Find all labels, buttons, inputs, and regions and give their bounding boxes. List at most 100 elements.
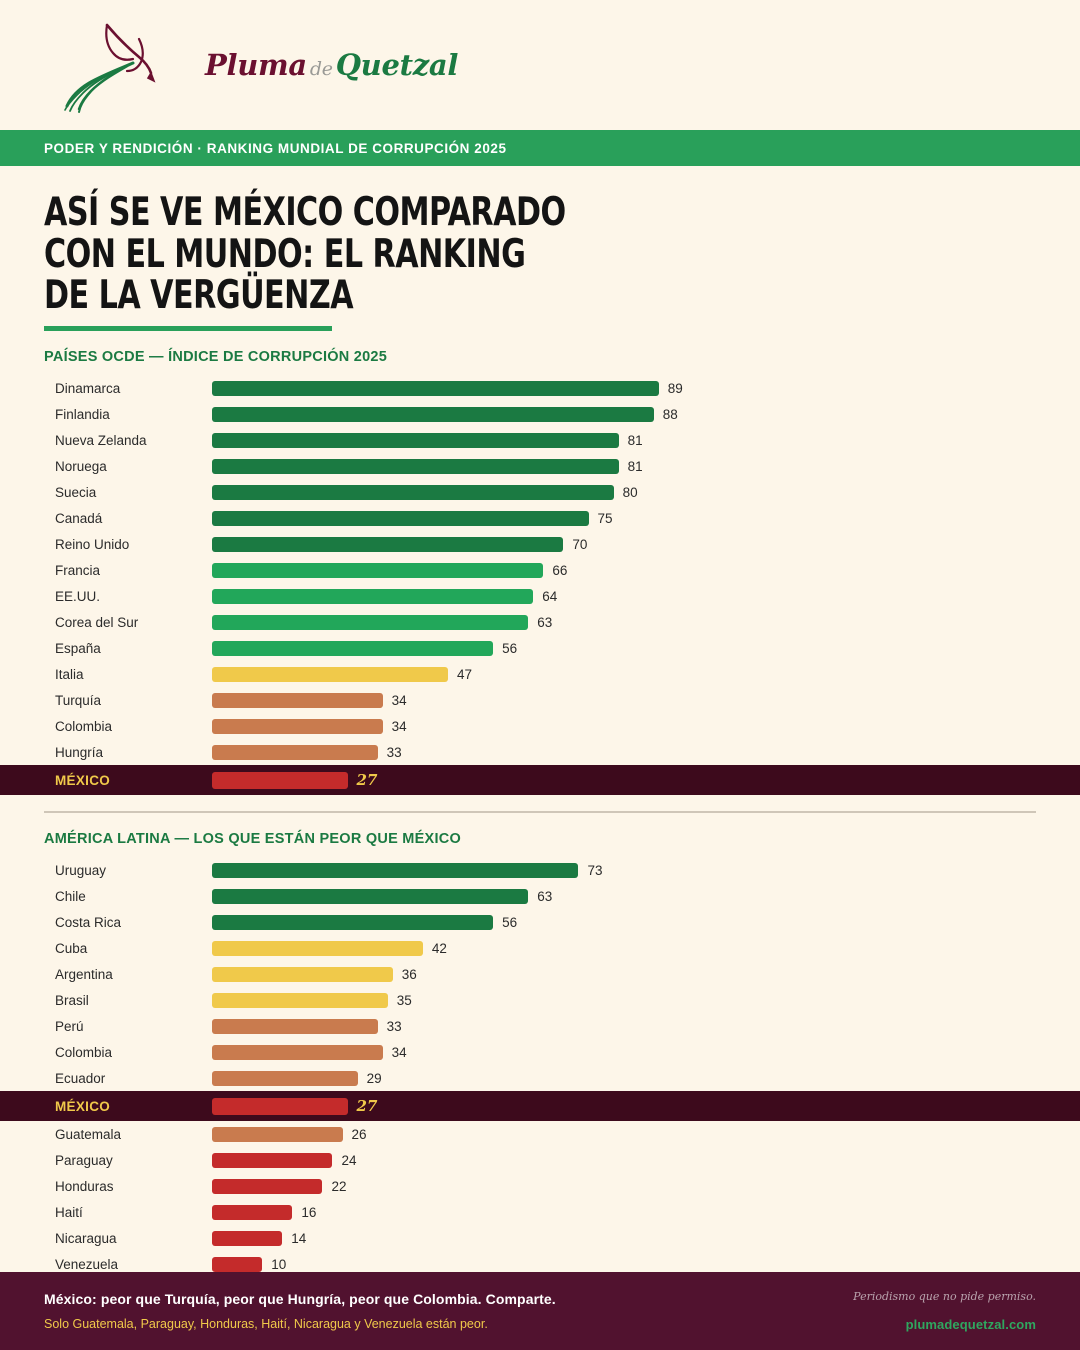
table-row: Venezuela 10: [44, 1251, 1036, 1277]
row-bar: [212, 1204, 293, 1220]
footer: México: peor que Turquía, peor que Hungr…: [0, 1272, 1080, 1350]
row-bar: [212, 1178, 323, 1194]
row-country-label: Hungría: [55, 744, 104, 760]
row-value-label: 63: [537, 614, 553, 630]
row-bar-track: 70: [212, 531, 1036, 557]
kicker-text: PODER Y RENDICIÓN · RANKING MUNDIAL DE C…: [44, 140, 507, 156]
row-bar-track: 22: [212, 1173, 1036, 1199]
row-country-label: Chile: [55, 888, 86, 904]
row-country-label: Colombia: [55, 1044, 113, 1060]
row-bar-track: 33: [212, 739, 1036, 765]
row-bar-track: 81: [212, 427, 1036, 453]
row-country-label: Paraguay: [55, 1152, 113, 1168]
row-value-label: 47: [456, 666, 472, 682]
row-value-label: 81: [627, 458, 643, 474]
row-value-label: 89: [667, 380, 683, 396]
row-bar-track: 27: [212, 767, 1036, 793]
row-bar: [212, 692, 383, 708]
row-bar: [212, 458, 619, 474]
row-bar-track: 88: [212, 401, 1036, 427]
table-row-highlighted: MÉXICO 27: [0, 1091, 1080, 1122]
masthead: Pluma de Quetzal: [0, 0, 1080, 130]
quetzal-feather-quill-icon: [64, 23, 156, 113]
row-country-label: Finlandia: [55, 406, 110, 422]
footer-headline: México: peor que Turquía, peor que Hungr…: [44, 1291, 556, 1307]
row-bar-track: 36: [212, 961, 1036, 987]
row-bar: [212, 666, 448, 682]
kicker-bar: PODER Y RENDICIÓN · RANKING MUNDIAL DE C…: [0, 130, 1080, 166]
table-row: Paraguay 24: [44, 1147, 1036, 1173]
table-row: Chile 63: [44, 883, 1036, 909]
table-row: Nicaragua 14: [44, 1225, 1036, 1251]
row-bar-track: 89: [212, 375, 1036, 401]
row-value-label: 34: [391, 1044, 407, 1060]
row-country-label: Italia: [55, 666, 84, 682]
table-row: Colombia 34: [44, 713, 1036, 739]
row-country-label: Noruega: [55, 458, 107, 474]
footer-website-link[interactable]: plumadequetzal.com: [905, 1317, 1036, 1332]
chart-latam: AMÉRICA LATINA — LOS QUE ESTÁN PEOR QUE …: [0, 831, 1080, 1277]
row-bar: [212, 614, 529, 630]
chart-latam-title: AMÉRICA LATINA — LOS QUE ESTÁN PEOR QUE …: [44, 831, 461, 848]
row-value-label: 56: [502, 640, 518, 656]
row-bar-track: 26: [212, 1121, 1036, 1147]
table-row: Ecuador 29: [44, 1065, 1036, 1091]
row-country-label: Nueva Zelanda: [55, 432, 147, 448]
row-bar-track: 73: [212, 857, 1036, 883]
row-value-label: 33: [386, 1018, 402, 1034]
table-row: Corea del Sur 63: [44, 609, 1036, 635]
table-row: Uruguay 73: [44, 857, 1036, 883]
row-bar-track: 29: [212, 1065, 1036, 1091]
wordmark-pluma: Pluma: [205, 48, 307, 82]
table-row: Costa Rica 56: [44, 909, 1036, 935]
row-country-label: Ecuador: [55, 1070, 106, 1086]
row-country-label: Perú: [55, 1018, 84, 1034]
row-country-label: España: [55, 640, 101, 656]
row-country-label: Honduras: [55, 1178, 114, 1194]
row-bar: [212, 562, 544, 578]
row-bar: [212, 862, 579, 878]
row-country-label: Dinamarca: [55, 380, 121, 396]
row-bar: [212, 888, 529, 904]
table-row: Noruega 81: [44, 453, 1036, 479]
row-bar-track: 63: [212, 883, 1036, 909]
row-value-label: 16: [301, 1204, 317, 1220]
row-country-label: Canadá: [55, 510, 103, 526]
row-bar-track: 24: [212, 1147, 1036, 1173]
chart-ocde-rows: Dinamarca 89 Finlandia 88 Nueva Zelanda 81 Nor…: [0, 375, 1080, 796]
row-bar: [212, 966, 393, 982]
row-bar: [212, 718, 383, 734]
row-bar: [212, 771, 348, 789]
table-row: Francia 66: [44, 557, 1036, 583]
row-bar-track: 42: [212, 935, 1036, 961]
row-country-label: Venezuela: [55, 1256, 119, 1272]
row-bar: [212, 940, 423, 956]
row-country-label: Turquía: [55, 692, 102, 708]
row-value-label: 73: [587, 862, 603, 878]
row-bar: [212, 484, 614, 500]
row-country-label: Argentina: [55, 966, 113, 982]
table-row: Colombia 34: [44, 1039, 1036, 1065]
wordmark-de: de: [309, 58, 333, 80]
row-bar: [212, 1044, 383, 1060]
row-country-label: Reino Unido: [55, 536, 130, 552]
row-bar: [212, 1070, 358, 1086]
row-bar: [212, 744, 378, 760]
row-value-label: 26: [351, 1126, 367, 1142]
table-row: España 56: [44, 635, 1036, 661]
row-country-label: Nicaragua: [55, 1230, 117, 1246]
row-bar: [212, 1256, 263, 1272]
row-bar: [212, 1126, 343, 1142]
row-bar: [212, 1097, 348, 1115]
row-value-label: 36: [401, 966, 417, 982]
row-value-label: 34: [391, 718, 407, 734]
table-row: Guatemala 26: [44, 1121, 1036, 1147]
table-row: Haití 16: [44, 1199, 1036, 1225]
row-bar-track: 34: [212, 687, 1036, 713]
page-title: ASÍ SE VE MÉXICO COMPARADO CON EL MUNDO:…: [44, 190, 566, 319]
table-row: EE.UU. 64: [44, 583, 1036, 609]
row-value-label: 35: [396, 992, 412, 1008]
row-bar-track: 10: [212, 1251, 1036, 1277]
row-bar: [212, 536, 564, 552]
headline-section: ASÍ SE VE MÉXICO COMPARADO CON EL MUNDO:…: [0, 166, 1080, 332]
